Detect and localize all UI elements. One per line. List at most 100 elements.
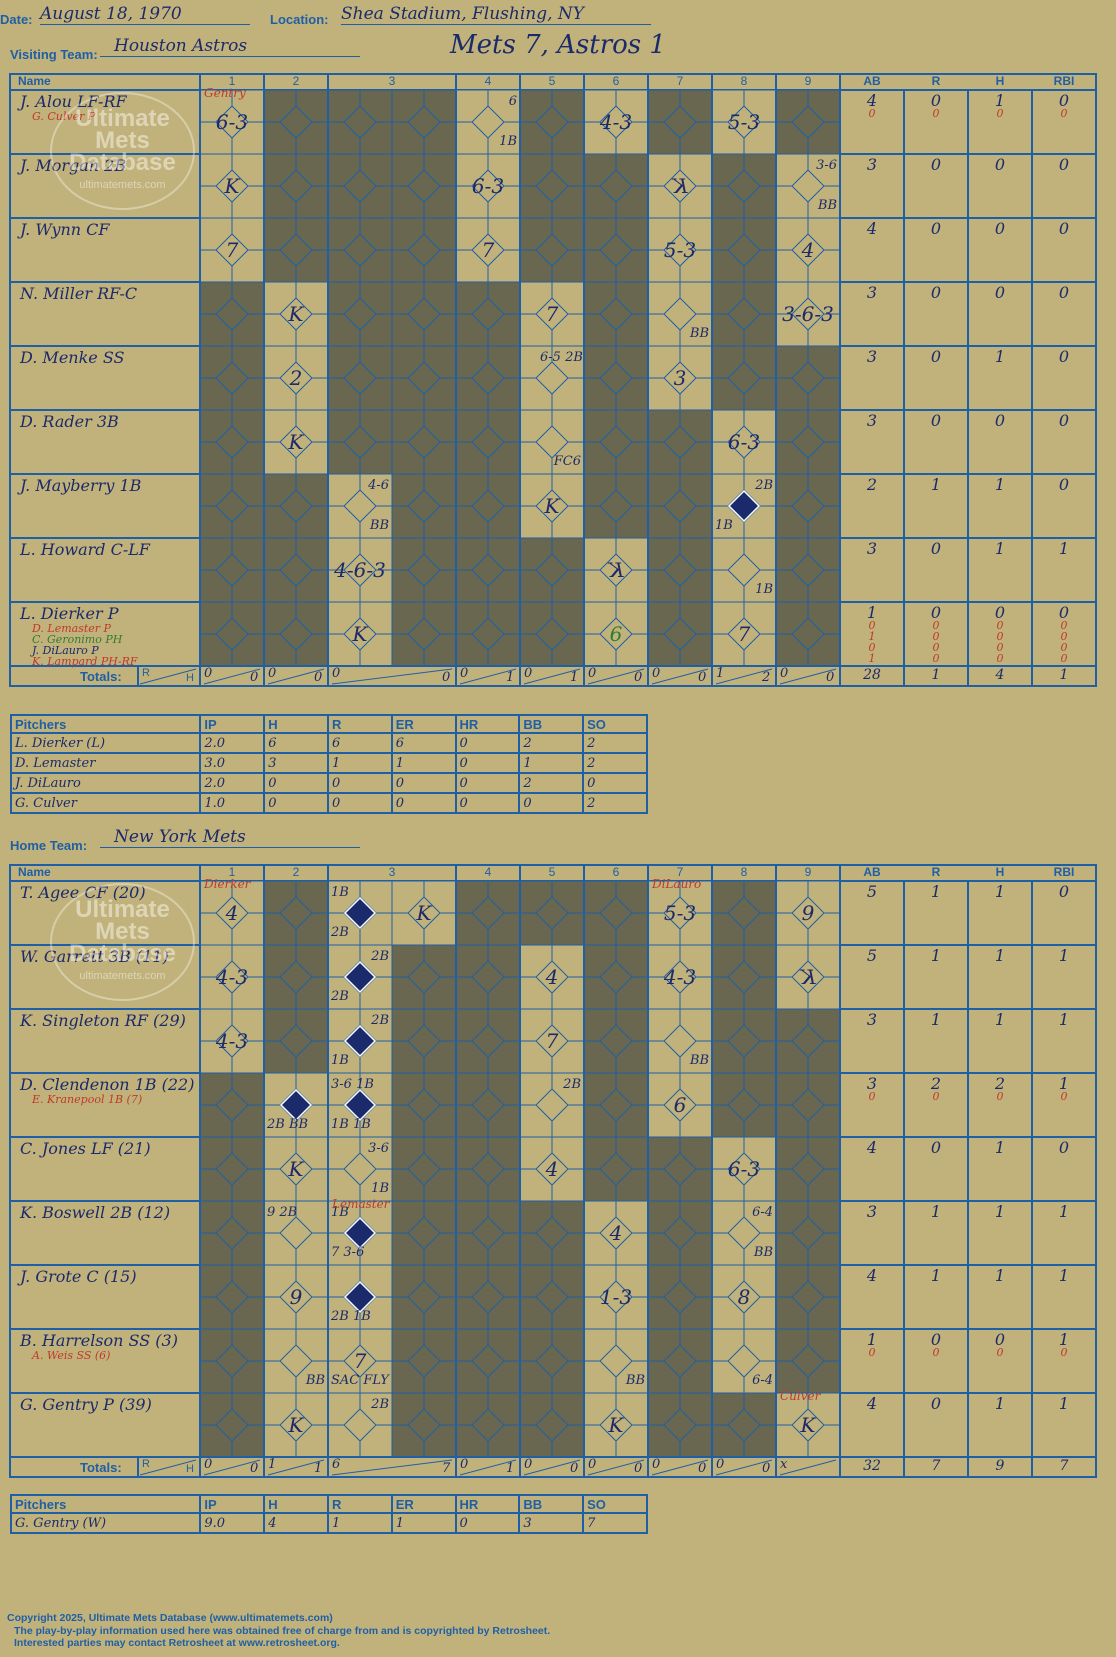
visitor-total-value: 4 xyxy=(995,667,1005,683)
visitor-play-result: 6-3 xyxy=(727,430,761,454)
pitching-stat: 0 xyxy=(326,792,393,814)
home-inning-hits: 1 xyxy=(506,1461,515,1476)
home-stat-value: 1 xyxy=(994,1138,1006,1157)
home-play-note: 3-6 xyxy=(368,1141,389,1156)
visitor-play-note: 1B xyxy=(755,582,773,597)
visitor-col-inning: 7 xyxy=(676,74,684,88)
home-play-result: 9 xyxy=(289,1285,303,1309)
pitching-header-cell: SO xyxy=(582,1494,648,1514)
home-stat-value: 1 xyxy=(1058,1010,1070,1029)
home-player-name: G. Gentry P (39) xyxy=(20,1395,152,1414)
home-stat-value: 1 xyxy=(994,1394,1006,1413)
home-col-inning: 8 xyxy=(740,865,748,879)
visitor-col-r: R xyxy=(931,74,941,88)
home-stat-value: 1 xyxy=(994,1266,1006,1285)
visitor-stat-value: 1 xyxy=(994,475,1006,494)
visitor-stat-value: 1 xyxy=(1058,539,1070,558)
visitor-inning-hits: 0 xyxy=(442,670,451,685)
visitor-play-result: 7 xyxy=(481,238,495,262)
visitor-stat-value: 0 xyxy=(930,603,942,622)
visitor-pitcher-change: Gentry xyxy=(204,86,246,100)
visitor-total-slash xyxy=(267,668,325,685)
home-stat-value: 4 xyxy=(866,1138,878,1157)
home-play-result: 7 xyxy=(545,1029,559,1053)
visitor-sub-stat-value: 0 xyxy=(996,619,1004,632)
visitor-stat-value: 0 xyxy=(930,347,942,366)
visitor-inning-hits: 0 xyxy=(698,670,707,685)
home-inning-hits: 1 xyxy=(314,1461,323,1476)
pitching-stat: 0 xyxy=(454,732,521,754)
home-stat-value: 1 xyxy=(930,1266,942,1285)
home-col-inning: 6 xyxy=(612,865,620,879)
pitcher-name: G. Culver xyxy=(9,792,202,814)
home-stat-value: 1 xyxy=(1058,1394,1070,1413)
home-play-note: 3-6 1B xyxy=(331,1077,374,1092)
home-sub-stat-value: 0 xyxy=(1060,1346,1068,1359)
pitching-row: L. Dierker (L) 2.0 6 6 6 0 2 2 xyxy=(9,732,648,754)
visitor-inning-runs: 0 xyxy=(652,666,661,681)
visitor-stat-value: 0 xyxy=(930,219,942,238)
visitor-stat-value: 1 xyxy=(994,347,1006,366)
visitor-col-inning: 4 xyxy=(484,74,492,88)
visitor-sub-stat-value: 0 xyxy=(868,619,876,632)
visitor-play-note: 1B xyxy=(499,134,517,149)
home-play-note: BB xyxy=(689,1053,709,1068)
visitor-player-name: D. Menke SS xyxy=(20,348,125,367)
home-sub-name: E. Kranepool 1B (7) xyxy=(32,1093,143,1106)
visitor-col-name: Name xyxy=(18,74,51,88)
visitor-total-slash xyxy=(779,668,837,685)
visitor-total-slash xyxy=(523,668,581,685)
visitor-play-result: 7 xyxy=(737,622,751,646)
home-team-label: Home Team: xyxy=(10,838,88,853)
visiting-team-name: Houston Astros xyxy=(100,36,360,57)
visitor-play-result: 7 xyxy=(225,238,239,262)
visitor-player-name: L. Dierker P xyxy=(20,604,119,623)
visitor-inning-hits: 0 xyxy=(634,670,643,685)
home-inning-runs: 0 xyxy=(716,1457,725,1472)
visitor-sub-stat-value: 1 xyxy=(868,630,876,643)
pitching-stat: 0 xyxy=(390,792,457,814)
pitching-header-cell: IP xyxy=(199,714,266,734)
visitor-stat-value: 0 xyxy=(930,411,942,430)
home-run-scored-diamond xyxy=(343,1280,377,1314)
home-stat-value: 1 xyxy=(1058,1074,1070,1093)
home-stat-value: 1 xyxy=(930,1202,942,1221)
visitor-player-name: L. Howard C-LF xyxy=(20,540,150,559)
home-play-note: 2B 1B xyxy=(331,1309,371,1324)
home-play-result: 4-3 xyxy=(215,965,249,989)
visitor-inning-hits: 1 xyxy=(506,670,515,685)
visitor-player-name: J. Wynn CF xyxy=(20,220,110,239)
visitor-play-result: K xyxy=(352,622,368,646)
visitor-stat-value: 0 xyxy=(930,283,942,302)
visitor-stat-value: 0 xyxy=(1058,283,1070,302)
home-stat-value: 3 xyxy=(866,1010,878,1029)
visitor-inning-hits: 0 xyxy=(826,670,835,685)
pitching-stat: 7 xyxy=(582,1512,648,1534)
pitching-stat: 0 xyxy=(454,772,521,794)
home-play-result: 4 xyxy=(545,965,559,989)
visitor-sub-stat-value: 0 xyxy=(932,619,940,632)
visitor-play-result: 5-3 xyxy=(727,110,761,134)
visitor-sub-stat-value: 0 xyxy=(1060,107,1068,120)
visitor-play-result: 6-3 xyxy=(471,174,505,198)
visitor-play-result: K xyxy=(224,174,240,198)
visitor-stat-value: 0 xyxy=(930,91,942,110)
pitching-stat: 4 xyxy=(263,1512,329,1534)
visitor-play-result: 7 xyxy=(545,302,559,326)
home-stat-value: 2 xyxy=(930,1074,942,1093)
home-stat-value: 4 xyxy=(866,1394,878,1413)
visitor-play-note: 2B xyxy=(755,478,773,493)
home-col-r: R xyxy=(931,865,941,879)
home-play-note: 2B xyxy=(331,925,349,940)
pitching-header-cell: H xyxy=(263,714,329,734)
home-col-rbi: RBI xyxy=(1053,865,1075,879)
home-play-note: 6-4 xyxy=(752,1373,773,1388)
visitor-stat-value: 0 xyxy=(930,539,942,558)
home-total-slash xyxy=(587,1459,645,1476)
home-inning-hits: 0 xyxy=(570,1461,579,1476)
visitor-play-result: 6-3 xyxy=(215,110,249,134)
home-stat-value: 2 xyxy=(994,1074,1006,1093)
home-inning-runs: 0 xyxy=(652,1457,661,1472)
home-stat-value: 0 xyxy=(930,1330,942,1349)
